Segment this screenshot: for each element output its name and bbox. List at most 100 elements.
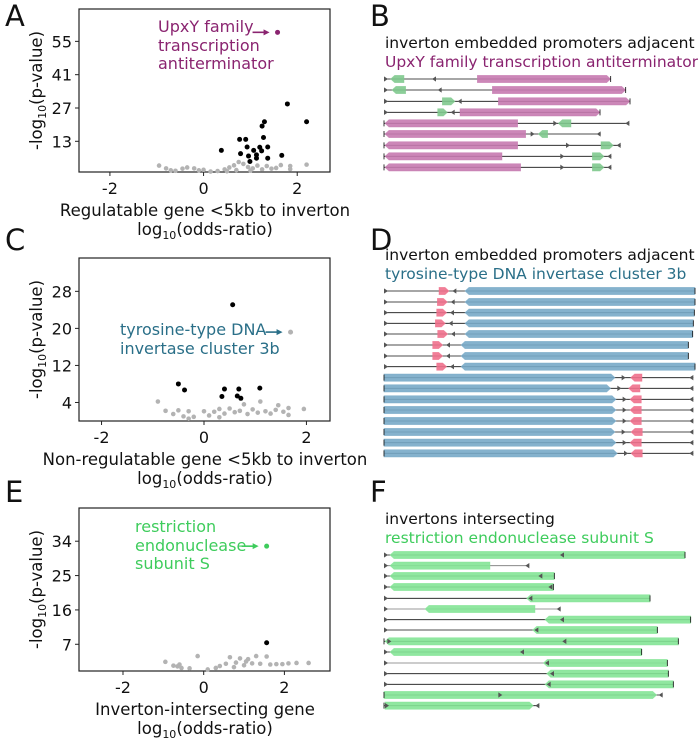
promoter-forward-icon xyxy=(621,429,626,435)
diagram-title: inverton embedded promoters adjacent xyxy=(385,246,695,264)
promoter-reverse-icon xyxy=(689,396,694,402)
nonsignificant-point xyxy=(264,163,270,169)
diagram-subtitle: restriction endonuclease subunit S xyxy=(385,528,654,547)
significant-point xyxy=(246,153,252,159)
nonsignificant-point xyxy=(170,411,176,417)
promoter-reverse-icon xyxy=(689,407,694,413)
x-axis-label-units: log10(odds-ratio) xyxy=(137,220,273,242)
promoter-forward-icon xyxy=(384,109,388,115)
plot-frame xyxy=(78,257,331,422)
promoter-reverse-icon xyxy=(525,563,530,569)
annotation-line: UpxY family xyxy=(158,17,254,36)
promoter-reverse-icon xyxy=(658,692,663,698)
significant-point xyxy=(238,395,244,401)
diagram-title: invertons intersecting xyxy=(385,510,555,528)
nonsignificant-point xyxy=(213,665,219,671)
promoter-forward-icon xyxy=(384,310,388,316)
gene-arrow xyxy=(532,626,658,634)
arrow-head-icon xyxy=(252,543,259,550)
nonsignificant-point xyxy=(263,408,268,414)
annotation-line: invertase cluster 3b xyxy=(120,338,280,358)
significant-point xyxy=(257,385,263,391)
nonsignificant-point xyxy=(224,168,230,174)
x-tick-label: 0 xyxy=(198,179,208,198)
significant-point xyxy=(279,152,285,158)
gene-arrow xyxy=(383,449,618,458)
gene-arrow xyxy=(438,287,450,295)
nonsignificant-point xyxy=(231,664,237,670)
gene-arrow xyxy=(383,691,658,699)
gene-arrow xyxy=(389,551,686,559)
promoter-forward-icon xyxy=(384,573,388,579)
x-axis-label-part: (odds-ratio) xyxy=(176,719,273,738)
gene-arrow xyxy=(389,648,642,656)
annotation-line: tyrosine-type DNA xyxy=(120,320,267,339)
promoter-forward-icon xyxy=(530,131,535,137)
nonsignificant-point xyxy=(233,660,239,665)
promoter-reverse-icon xyxy=(528,595,533,601)
gene-arrow xyxy=(544,615,691,624)
gene-arrow xyxy=(384,141,518,150)
x-tick-label: -2 xyxy=(102,179,118,198)
promoter-reverse-icon xyxy=(689,418,694,424)
nonsignificant-point xyxy=(163,408,168,414)
nonsignificant-point xyxy=(181,414,186,419)
promoter-forward-icon xyxy=(384,364,388,370)
gene-arrow xyxy=(391,86,406,94)
gene-arrow xyxy=(492,86,627,94)
gene-arrow xyxy=(390,75,405,83)
significant-point xyxy=(219,393,225,399)
gene-arrow xyxy=(464,308,695,317)
nonsignificant-point xyxy=(255,410,261,415)
x-tick-label: 0 xyxy=(199,678,209,697)
gene-arrow xyxy=(384,152,503,161)
promoter-reverse-icon xyxy=(607,153,612,159)
x-tick-label: -2 xyxy=(115,678,131,697)
promoter-reverse-icon xyxy=(538,573,543,579)
gene-arrow xyxy=(437,330,449,338)
diagram-subtitle: UpxY family transcription antiterminator xyxy=(385,52,698,71)
promoter-forward-icon xyxy=(385,703,389,709)
promoter-reverse-icon xyxy=(560,552,564,558)
panel-label-f: F xyxy=(370,475,387,509)
gene-arrow xyxy=(384,701,534,710)
promoter-forward-icon xyxy=(384,563,388,569)
gene-arrow xyxy=(436,308,448,317)
promoter-reverse-icon xyxy=(450,109,455,115)
gene-arrow xyxy=(437,298,448,306)
nonsignificant-point xyxy=(217,406,222,412)
y-tick-label: 16 xyxy=(52,601,72,620)
promoter-forward-icon xyxy=(384,649,388,655)
promoter-reverse-icon xyxy=(560,617,564,623)
promoter-reverse-icon xyxy=(545,660,549,666)
plot-frame xyxy=(78,8,331,173)
nonsignificant-point xyxy=(280,661,285,667)
significant-point xyxy=(175,381,181,387)
y-axis-label-part: 10 xyxy=(36,354,49,368)
nonsignificant-point xyxy=(245,164,251,170)
significant-point xyxy=(259,148,265,154)
gene-arrow xyxy=(389,572,555,580)
promoter-forward-icon xyxy=(498,692,503,698)
gene-arrow xyxy=(630,373,643,382)
gene-diagram-f xyxy=(383,551,692,710)
diagram-title: inverton embedded promoters adjacent xyxy=(385,34,695,52)
promoter-reverse-icon xyxy=(689,385,694,391)
gene-arrow xyxy=(383,373,616,382)
gene-arrow xyxy=(436,362,448,371)
promoter-reverse-icon xyxy=(616,142,621,148)
gene-arrow xyxy=(383,438,617,447)
x-tick-label: 2 xyxy=(301,428,311,447)
nonsignificant-point xyxy=(273,165,279,171)
promoter-reverse-icon xyxy=(448,320,453,326)
nonsignificant-point xyxy=(195,653,200,659)
promoter-reverse-icon xyxy=(562,638,567,644)
promoter-reverse-icon xyxy=(689,440,694,446)
diagram-b-title: inverton embedded promoters adjacent Upx… xyxy=(385,34,698,71)
nonsignificant-point xyxy=(234,167,239,173)
panel-label-d: D xyxy=(370,223,393,257)
nonsignificant-point xyxy=(268,411,273,416)
nonsignificant-point xyxy=(187,666,192,671)
gene-arrow xyxy=(629,438,642,447)
nonsignificant-point xyxy=(186,408,191,414)
